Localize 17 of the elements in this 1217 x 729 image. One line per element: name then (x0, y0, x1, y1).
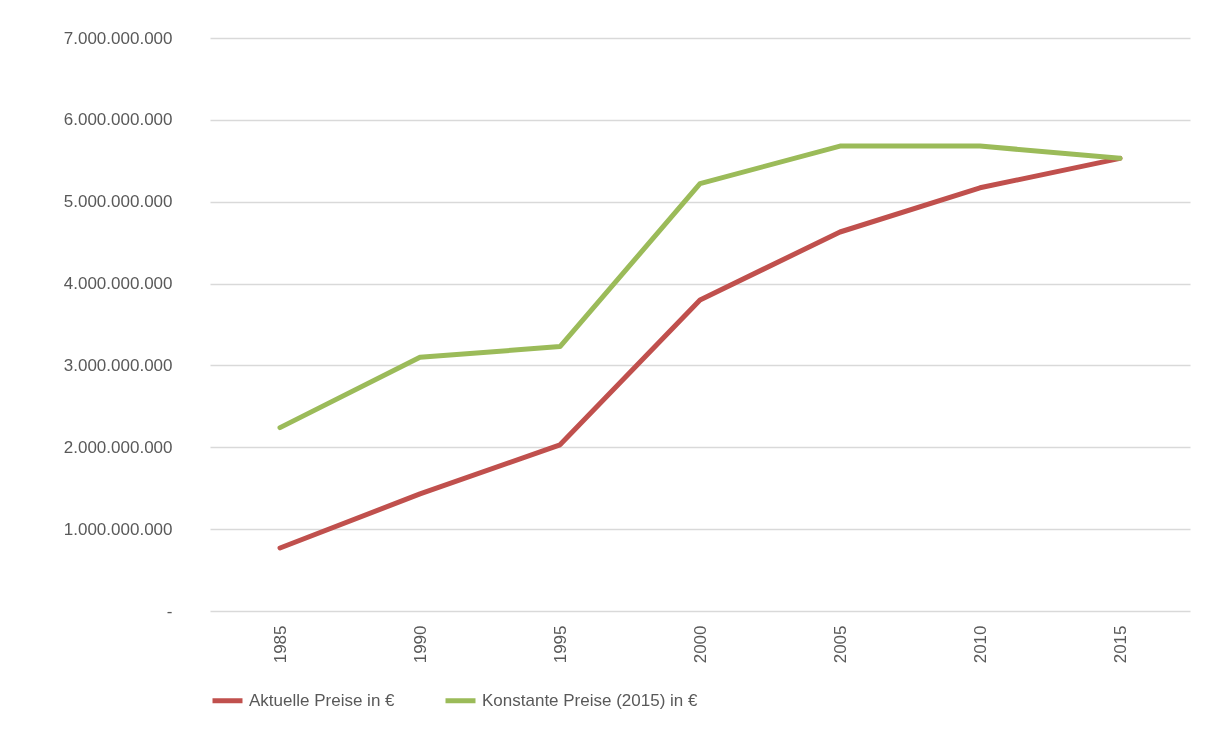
y-tick-label: 4.000.000.000 (63, 274, 173, 294)
x-tick-label: 2010 (970, 625, 990, 664)
x-tick-label: 1990 (410, 625, 430, 664)
y-tick-label: 5.000.000.000 (63, 192, 173, 212)
y-tick-label: 7.000.000.000 (63, 28, 173, 48)
x-tick-label: 2015 (1110, 625, 1130, 664)
y-tick-label: 3.000.000.000 (63, 355, 173, 375)
x-tick-label: 2000 (690, 625, 710, 664)
x-tick-label: 2005 (830, 625, 850, 664)
legend-label: Konstante Preise (2015) in € (482, 690, 699, 710)
y-tick-label: 2.000.000.000 (63, 437, 173, 457)
x-tick-label: 1995 (550, 625, 570, 664)
legend-label: Aktuelle Preise in € (249, 690, 396, 710)
y-tick-label: 6.000.000.000 (63, 110, 173, 130)
y-tick-label: - (166, 601, 173, 621)
x-tick-label: 1985 (270, 625, 290, 664)
y-tick-label: 1.000.000.000 (63, 519, 173, 539)
